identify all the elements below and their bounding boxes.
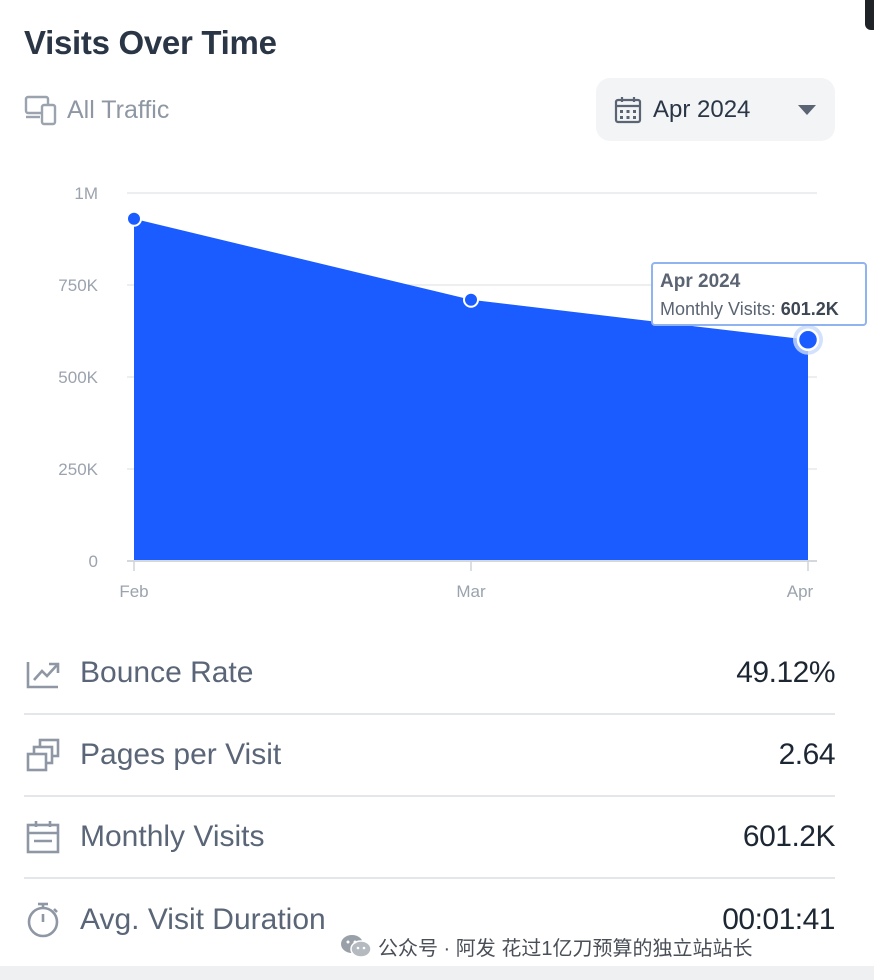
y-tick-label: 1M — [74, 184, 98, 203]
metric-value: 601.2K — [742, 820, 836, 853]
tooltip-title: Apr 2024 — [660, 271, 741, 292]
date-dropdown[interactable]: Apr 2024 — [596, 78, 835, 141]
date-dropdown-value: Apr 2024 — [653, 95, 751, 123]
metric-row-monthly-visits: Monthly Visits 601.2K — [24, 797, 836, 879]
x-tick-label: Feb — [119, 582, 148, 601]
watermark-text: 公众号 · 阿发 花过1亿刀预算的独立站站长 — [378, 937, 753, 960]
area-series — [134, 218, 808, 561]
page-title: Visits Over Time — [24, 24, 277, 61]
chart-tooltip: Apr 2024 Monthly Visits: 601.2K — [651, 262, 867, 326]
metric-row-bounce-rate: Bounce Rate 49.12% — [24, 633, 835, 715]
watermark: 公众号 · 阿发 花过1亿刀预算的独立站站长 — [340, 930, 753, 962]
y-tick-label: 250K — [58, 460, 98, 479]
metric-value: 2.64 — [778, 738, 836, 771]
calendar-icon — [26, 821, 60, 854]
y-tick-label: 750K — [58, 276, 98, 295]
wechat-icon — [341, 935, 372, 958]
calendar-icon — [614, 96, 642, 123]
metric-label: Monthly Visits — [80, 820, 265, 853]
bottom-bar — [0, 966, 874, 980]
tooltip-value: 601.2K — [780, 299, 839, 319]
metric-row-pages-per-visit: Pages per Visit 2.64 — [24, 715, 836, 797]
tooltip-label: Monthly Visits: — [660, 299, 776, 319]
bounce-rate-icon — [26, 662, 60, 689]
devices-icon — [24, 95, 57, 126]
x-tick-label: Apr — [787, 582, 814, 601]
visits-chart: 0 250K 500K 750K 1M Feb Mar Apr — [58, 184, 823, 601]
chevron-down-icon — [798, 104, 816, 115]
traffic-filter-label: All Traffic — [67, 95, 170, 124]
metric-row-avg-visit-duration: Avg. Visit Duration 00:01:41 — [24, 879, 835, 961]
data-point — [463, 291, 479, 308]
metric-label: Bounce Rate — [80, 656, 254, 689]
data-point — [126, 210, 142, 227]
metric-value: 49.12% — [736, 656, 835, 689]
y-tick-label: 0 — [89, 552, 98, 571]
data-point — [796, 328, 820, 352]
metrics-list: Bounce Rate 49.12% Pages per Visit 2.64 … — [24, 633, 836, 961]
tooltip-line: Monthly Visits: 601.2K — [660, 299, 865, 320]
y-tick-label: 500K — [58, 368, 98, 387]
stopwatch-icon — [27, 902, 59, 938]
window-corner — [865, 0, 874, 30]
metric-label: Pages per Visit — [80, 738, 282, 771]
traffic-filter[interactable]: All Traffic — [24, 90, 169, 130]
metric-label: Avg. Visit Duration — [80, 903, 326, 936]
x-tick-label: Mar — [456, 582, 486, 601]
pages-per-visit-icon — [26, 738, 60, 772]
